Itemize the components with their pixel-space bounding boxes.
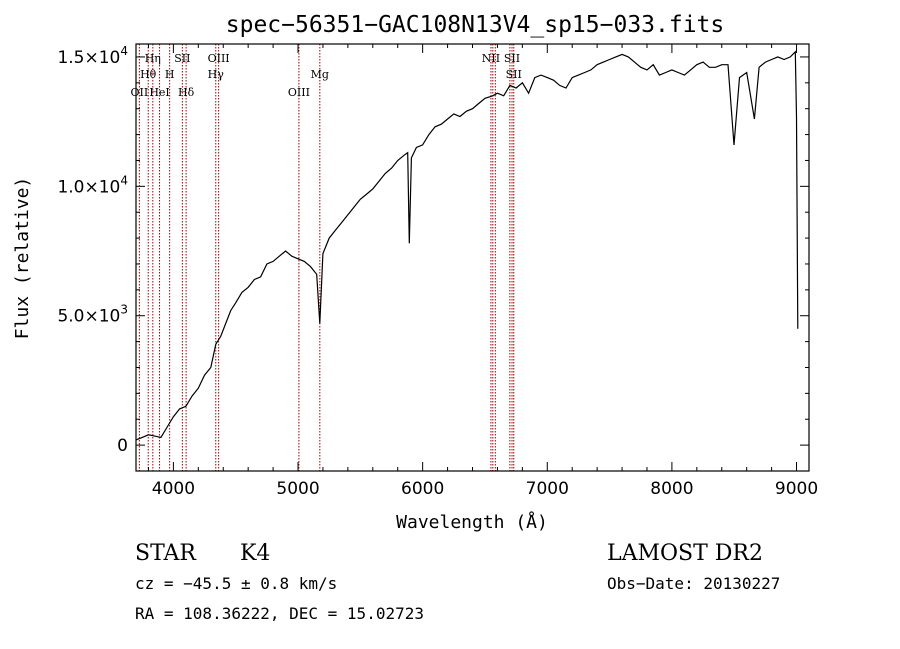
y-tick-label: 1.0×104 [57,173,128,197]
marker-label: Mg [311,68,329,81]
chart-title: spec−56351−GAC108N13V4_sp15−033.fits [226,12,725,38]
marker-label: Hη [145,52,161,65]
x-tick-label: 6000 [401,479,444,499]
marker-label: OIII [208,52,230,65]
x-tick-label: 7000 [526,479,569,499]
object-class: STAR [135,541,196,566]
spectrum-series-line [135,50,799,441]
marker-label: SII [506,68,522,81]
line-markers [138,44,515,471]
survey-name: LAMOST DR2 [607,541,763,566]
marker-label: OII [131,86,149,99]
x-tick-label: 5000 [276,479,319,499]
marker-label: NII [482,52,500,65]
y-tick-label: 0 [117,436,128,456]
coordinates: RA = 108.36222, DEC = 15.02723 [135,604,424,623]
obs-date: Obs−Date: 20130227 [607,574,781,593]
x-tick-label: 9000 [775,479,818,499]
subclass: K4 [240,541,271,566]
y-tick-label: 1.5×104 [57,44,128,68]
x-tick-label: 8000 [650,479,693,499]
x-tick-label: 4000 [152,479,195,499]
x-axis-label: Wavelength (Å) [396,511,548,533]
marker-label: SII [174,52,190,65]
marker-label: SII [504,52,520,65]
marker-label: OIII [288,86,310,99]
y-tick-label: 5.0×103 [57,303,128,327]
y-axis-label: Flux (relative) [12,177,33,340]
marker-label: HeI [149,86,169,99]
y-axis: 0 5.0×103 1.0×104 1.5×104 [57,44,809,472]
redshift-text: cz = −45.5 ± 0.8 km/s [135,574,338,593]
marker-label: Hγ [208,68,225,81]
marker-label: Hδ [178,86,195,99]
marker-label: H [165,68,175,81]
x-axis: 4000 5000 6000 7000 8000 9000 [147,44,818,499]
marker-label: Hθ [140,68,157,81]
